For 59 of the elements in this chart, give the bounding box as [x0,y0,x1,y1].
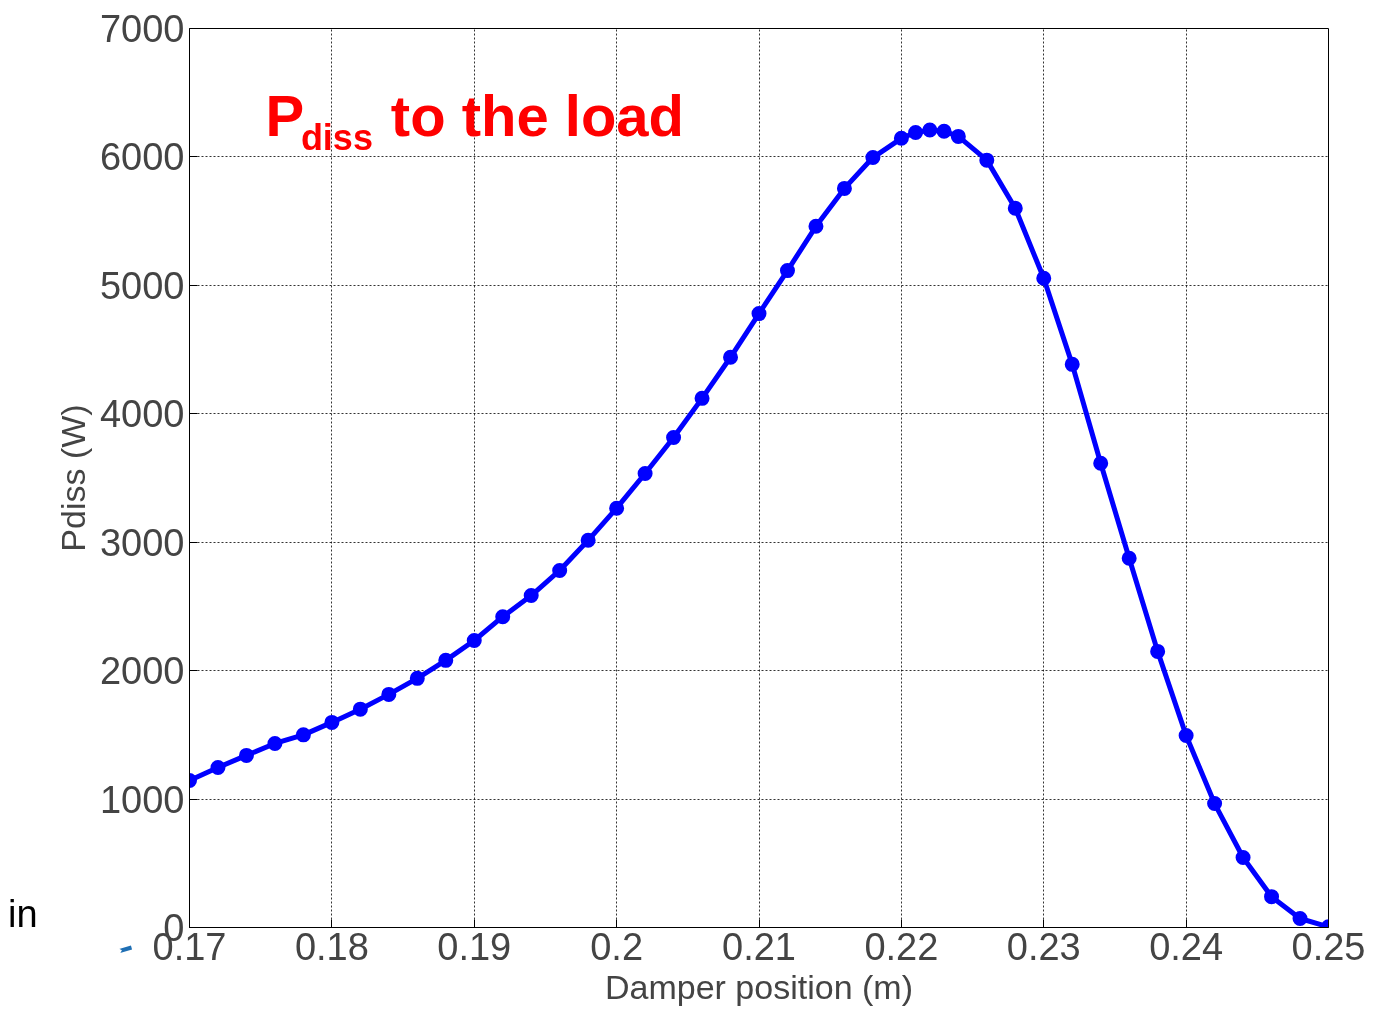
point [495,609,511,625]
point [1235,850,1251,865]
y-tick-label: 4000 [99,393,185,436]
point [238,747,254,763]
y-tick-label: 3000 [99,521,185,564]
x-axis-title: Damper position (m) [605,967,913,1006]
point [267,735,283,751]
point [1064,356,1080,372]
point [466,632,482,648]
point [523,588,539,603]
point [552,562,568,578]
point [751,306,767,322]
point [836,180,852,196]
x-tick-label: 0.23 [1006,925,1081,968]
point [694,390,710,406]
point [779,263,795,279]
text: in [8,893,38,935]
x-tick-label: 0.22 [864,925,939,968]
point [908,125,924,141]
point [1264,889,1280,905]
point [438,652,454,668]
x-tick-label: 0.19 [437,925,512,968]
point [1178,728,1194,743]
point [979,152,995,168]
point [950,128,966,144]
point [1007,200,1023,216]
y-tick-label: 2000 [99,650,185,693]
point [609,500,625,516]
y-tick-label: 6000 [99,136,185,179]
point [865,150,881,166]
point [808,218,824,234]
point [1121,550,1137,566]
point [295,727,311,743]
point [1207,796,1223,812]
point [893,130,909,146]
point [352,701,368,717]
point [922,122,938,138]
point [637,466,653,481]
x-tick-label: 0.18 [294,925,369,968]
point [409,670,425,686]
point [381,686,397,702]
y-tick-label: 7000 [99,8,185,50]
point [1036,270,1052,286]
x-tick-label: 0.24 [1149,925,1224,968]
y-tick-label: 5000 [99,264,185,307]
point [936,123,952,139]
y-axis-title: Pdiss (W) [53,404,92,552]
point [324,714,340,730]
point [210,759,226,775]
x-tick-label: 0.2 [590,925,644,968]
point [1292,911,1308,926]
x-tick-label: 0.21 [722,925,796,968]
point [1150,643,1166,659]
point [666,430,682,446]
x-tick-label: 0.25 [1291,925,1366,968]
y-tick-label: 1000 [99,778,185,821]
point [723,349,739,365]
point [580,532,596,548]
point [1093,455,1109,471]
